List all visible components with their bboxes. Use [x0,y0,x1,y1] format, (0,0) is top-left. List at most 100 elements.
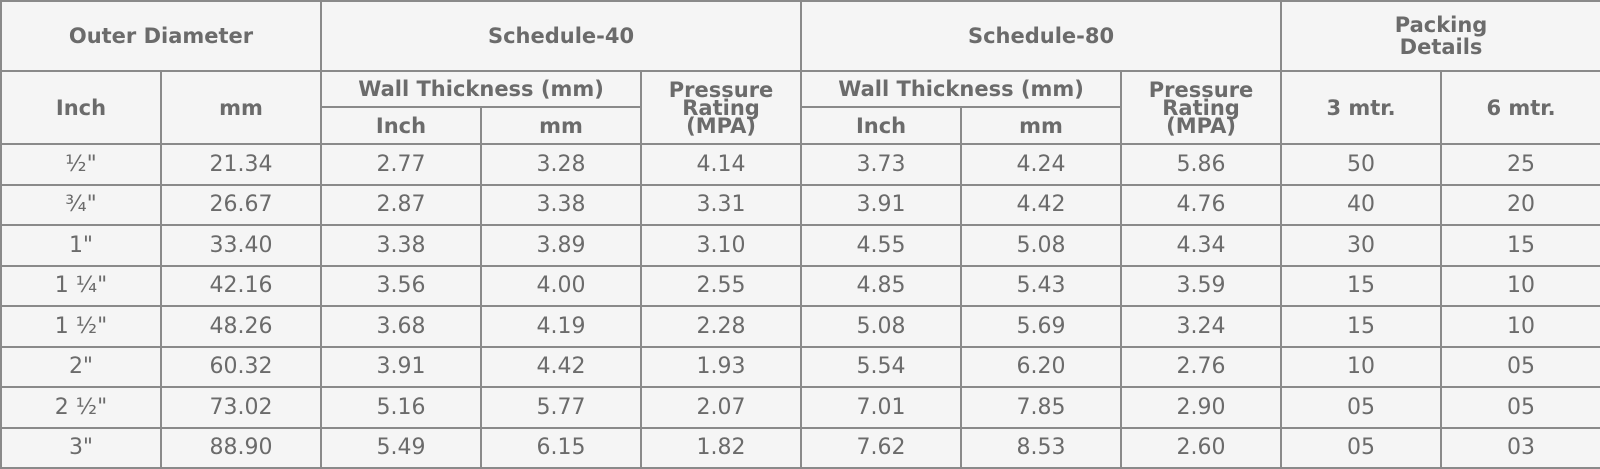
s80-mm-cell: 7.85 [960,386,1123,429]
pack-3m-cell: 40 [1280,183,1443,226]
table-row: 1 ¼" 42.16 3.56 4.00 2.55 4.85 5.43 3.59… [0,264,1600,307]
s40-inch-cell: 2.87 [320,183,483,226]
s40-inch-cell: 3.68 [320,305,483,348]
s80-pressure-line-2: Rating [1162,95,1240,120]
table-row: 1" 33.40 3.38 3.89 3.10 4.55 5.08 4.34 3… [0,224,1600,267]
s80-mm-cell: 6.20 [960,345,1123,388]
s80-mm-cell: 4.24 [960,143,1123,186]
s80-pressure-line-1: Pressure [1148,77,1254,102]
table-row: 1 ½" 48.26 3.68 4.19 2.28 5.08 5.69 3.24… [0,305,1600,348]
pack-6m-cell: 05 [1440,345,1600,388]
s40-inch-cell: 3.56 [320,264,483,307]
s80-mm-header: mm [960,106,1123,145]
pack-3m-cell: 50 [1280,143,1443,186]
od-inch-cell: ½" [0,143,162,186]
outer-diameter-header: Outer Diameter [0,0,323,72]
pack-6m-cell: 10 [1440,264,1600,307]
s80-mpa-cell: 2.90 [1120,386,1283,429]
s40-mm-cell: 3.28 [480,143,643,186]
s80-mm-cell: 4.42 [960,183,1123,226]
pack-6m-cell: 05 [1440,386,1600,429]
pack-3m-cell: 05 [1280,386,1443,429]
s80-mpa-cell: 3.24 [1120,305,1283,348]
od-inch-cell: 1" [0,224,162,267]
s40-pressure-line-3: (MPA) [686,113,756,138]
s40-mpa-cell: 1.82 [640,426,803,469]
s40-mpa-cell: 4.14 [640,143,803,186]
s40-mpa-cell: 1.93 [640,345,803,388]
table-body: ½" 21.34 2.77 3.28 4.14 3.73 4.24 5.86 5… [0,143,1600,469]
packing-details-header: Packing Details [1280,0,1600,72]
od-inch-cell: 2" [0,345,162,388]
schedule-40-header: Schedule-40 [320,0,803,72]
s40-inch-cell: 5.49 [320,426,483,469]
s40-mpa-cell: 2.07 [640,386,803,429]
s80-mpa-cell: 5.86 [1120,143,1283,186]
pack-6m-cell: 25 [1440,143,1600,186]
pack-3m-cell: 15 [1280,305,1443,348]
s40-mm-cell: 4.42 [480,345,643,388]
od-mm-cell: 60.32 [159,345,323,388]
s40-mm-header: mm [480,106,643,145]
s40-mm-cell: 3.38 [480,183,643,226]
s40-inch-cell: 2.77 [320,143,483,186]
s40-mm-cell: 3.89 [480,224,643,267]
s40-mpa-cell: 3.10 [640,224,803,267]
pack-6m-cell: 20 [1440,183,1600,226]
s80-inch-cell: 4.85 [800,264,963,307]
od-inch-cell: ¾" [0,183,162,226]
od-mm-cell: 48.26 [159,305,323,348]
table-row: 2" 60.32 3.91 4.42 1.93 5.54 6.20 2.76 1… [0,345,1600,388]
s80-inch-header: Inch [800,106,963,145]
packing-header-line-1: Packing [1394,13,1488,37]
s80-inch-cell: 4.55 [800,224,963,267]
table-row: ¾" 26.67 2.87 3.38 3.31 3.91 4.42 4.76 4… [0,183,1600,226]
s40-mm-cell: 5.77 [480,386,643,429]
s40-pressure-rating-header: Pressure Rating (MPA) [640,70,803,145]
od-mm-cell: 33.40 [159,224,323,267]
s40-mpa-cell: 3.31 [640,183,803,226]
s40-inch-cell: 5.16 [320,386,483,429]
s40-mpa-cell: 2.55 [640,264,803,307]
s80-mm-cell: 5.69 [960,305,1123,348]
pack-3m-cell: 15 [1280,264,1443,307]
s40-wall-thickness-header: Wall Thickness (mm) [320,70,643,108]
s80-mm-cell: 5.43 [960,264,1123,307]
pack-6m-cell: 03 [1440,426,1600,469]
s40-inch-header: Inch [320,106,483,145]
s80-inch-cell: 3.91 [800,183,963,226]
s80-wall-thickness-header: Wall Thickness (mm) [800,70,1123,108]
od-mm-cell: 26.67 [159,183,323,226]
table-row: ½" 21.34 2.77 3.28 4.14 3.73 4.24 5.86 5… [0,143,1600,186]
pack-3m-cell: 05 [1280,426,1443,469]
s80-mpa-cell: 3.59 [1120,264,1283,307]
s40-pressure-line-1: Pressure [668,77,774,102]
s40-inch-cell: 3.38 [320,224,483,267]
od-mm-cell: 73.02 [159,386,323,429]
s80-inch-cell: 7.01 [800,386,963,429]
schedule-80-header: Schedule-80 [800,0,1283,72]
od-inch-cell: 1 ¼" [0,264,162,307]
s40-mm-cell: 6.15 [480,426,643,469]
s40-pressure-line-2: Rating [682,95,760,120]
s80-mpa-cell: 4.76 [1120,183,1283,226]
s80-mpa-cell: 4.34 [1120,224,1283,267]
s40-inch-cell: 3.91 [320,345,483,388]
s80-mm-cell: 8.53 [960,426,1123,469]
s40-mm-cell: 4.19 [480,305,643,348]
od-inch-header: Inch [0,70,162,145]
pack-6m-cell: 15 [1440,224,1600,267]
table-row: 3" 88.90 5.49 6.15 1.82 7.62 8.53 2.60 0… [0,426,1600,469]
s80-mpa-cell: 2.76 [1120,345,1283,388]
s80-mm-cell: 5.08 [960,224,1123,267]
od-inch-cell: 2 ½" [0,386,162,429]
s80-inch-cell: 3.73 [800,143,963,186]
s80-pressure-line-3: (MPA) [1166,113,1236,138]
s80-pressure-rating-header: Pressure Rating (MPA) [1120,70,1283,145]
s80-inch-cell: 7.62 [800,426,963,469]
od-mm-cell: 42.16 [159,264,323,307]
s40-mpa-cell: 2.28 [640,305,803,348]
pack-6m-header: 6 mtr. [1440,70,1600,145]
od-mm-cell: 21.34 [159,143,323,186]
